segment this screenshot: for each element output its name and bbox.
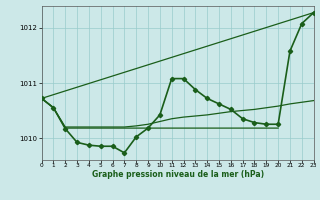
X-axis label: Graphe pression niveau de la mer (hPa): Graphe pression niveau de la mer (hPa) (92, 170, 264, 179)
